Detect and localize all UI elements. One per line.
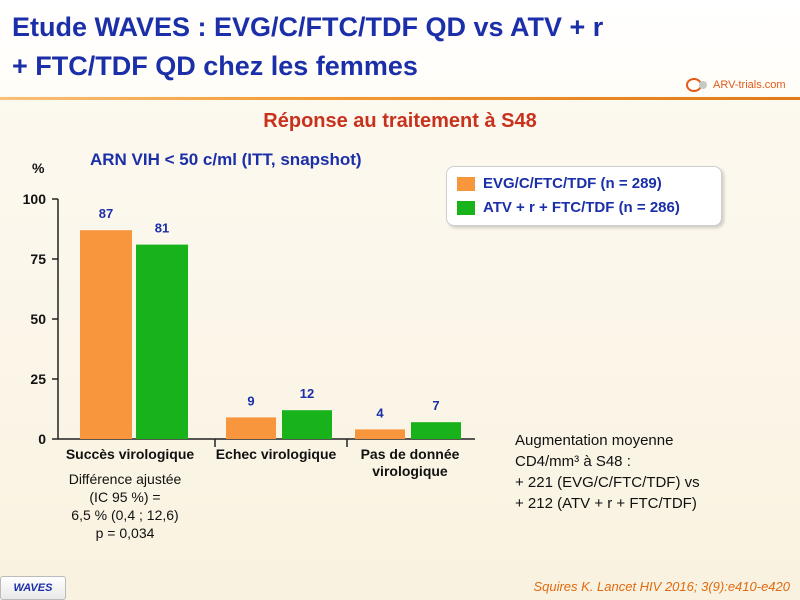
- y-axis-unit: %: [32, 160, 45, 176]
- diff-note-line-3: 6,5 % (0,4 ; 12,6): [71, 507, 179, 523]
- diff-note-line-2: (IC 95 %) =: [89, 489, 161, 505]
- y-tick-label: 50: [30, 311, 46, 327]
- arv-trials-logo: ARV-trials.com: [686, 75, 786, 95]
- y-tick-label: 100: [23, 191, 47, 207]
- category-label-success: Succès virologique: [65, 446, 195, 462]
- slide-title: Etude WAVES : EVG/C/FTC/TDF QD vs ATV + …: [12, 8, 782, 86]
- legend-item-evg: EVG/C/FTC/TDF (n = 289): [457, 175, 662, 192]
- logo-icon: [686, 78, 707, 92]
- bar: [226, 417, 276, 439]
- adjusted-difference-note: Différence ajustée (IC 95 %) = 6,5 % (0,…: [40, 470, 210, 542]
- category-label-no-data: Pas de donnée virologique: [360, 446, 460, 479]
- y-tick-label: 75: [30, 251, 46, 267]
- cd4-note-line-2: CD4/mm³ à S48 :: [515, 453, 631, 470]
- cd4-increase-note: Augmentation moyenne CD4/mm³ à S48 : + 2…: [515, 430, 700, 514]
- cd4-note-line-3: + 221 (EVG/C/FTC/TDF) vs: [515, 474, 700, 491]
- diff-note-line-1: Différence ajustée: [68, 471, 182, 487]
- legend-label-evg: EVG/C/FTC/TDF (n = 289): [483, 175, 662, 192]
- bar-value-label: 81: [155, 221, 169, 236]
- logo-text: ARV-trials.com: [713, 79, 786, 91]
- legend-swatch-atv: [457, 200, 475, 215]
- bar: [282, 410, 332, 439]
- bar-value-label: 4: [376, 405, 384, 420]
- cd4-note-line-4: + 212 (ATV + r + FTC/TDF): [515, 495, 697, 512]
- study-badge: WAVES: [0, 576, 66, 600]
- bar-value-label: 9: [247, 393, 254, 408]
- chart-title: ARN VIH < 50 c/ml (ITT, snapshot): [90, 150, 362, 169]
- title-bar: [0, 0, 800, 96]
- slide-subtitle: Réponse au traitement à S48: [263, 110, 537, 132]
- diff-note-line-4: p = 0,034: [95, 525, 155, 541]
- legend-swatch-evg: [457, 176, 475, 191]
- bar: [355, 429, 405, 439]
- bar: [80, 230, 132, 439]
- y-tick-label: 25: [30, 371, 46, 387]
- cd4-note-line-1: Augmentation moyenne: [515, 432, 674, 449]
- y-tick-label: 0: [38, 431, 46, 447]
- title-line-2: + FTC/TDF QD chez les femmes: [12, 51, 418, 81]
- legend-item-atv: ATV + r + FTC/TDF (n = 286): [457, 199, 680, 216]
- chart-legend: EVG/C/FTC/TDF (n = 289) ATV + r + FTC/TD…: [446, 166, 722, 226]
- category-label-failure: Echec virologique: [215, 446, 337, 462]
- bar-value-label: 87: [99, 206, 113, 221]
- bar: [136, 244, 188, 439]
- legend-label-atv: ATV + r + FTC/TDF (n = 286): [483, 199, 680, 216]
- citation: Squires K. Lancet HIV 2016; 3(9):e410-e4…: [533, 579, 790, 594]
- bar: [411, 422, 461, 439]
- bar-value-label: 12: [300, 386, 314, 401]
- title-line-1: Etude WAVES : EVG/C/FTC/TDF QD vs ATV + …: [12, 12, 604, 42]
- title-divider: [0, 97, 800, 100]
- bar-value-label: 7: [432, 398, 439, 413]
